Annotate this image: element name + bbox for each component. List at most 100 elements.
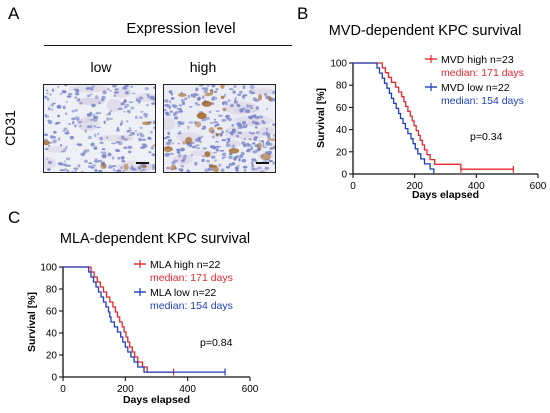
stained-nucleus [250,114,256,118]
stained-nucleus [60,144,63,147]
stained-nucleus [214,124,217,128]
stained-nucleus [77,98,81,102]
stained-nucleus [61,90,67,94]
tissue-fiber [249,88,275,96]
stained-nucleus [250,161,254,165]
stained-nucleus [90,166,95,169]
y-tick-label: 60 [336,103,348,114]
stained-nucleus [57,85,60,88]
stained-nucleus [197,136,203,139]
legend-median: median: 171 days [441,67,524,79]
stained-nucleus [247,148,253,151]
stained-nucleus [166,166,170,170]
stained-nucleus [151,102,155,105]
stained-nucleus [211,85,216,88]
x-tick-label: 600 [530,181,547,192]
stained-nucleus [75,93,80,96]
expression-level-header: Expression level [126,20,236,37]
stained-nucleus [47,115,50,118]
header-divider [44,45,292,46]
stained-nucleus [72,120,75,125]
stained-nucleus [210,155,215,159]
panel-a-letter: A [8,4,20,23]
stained-nucleus [254,116,260,120]
stained-nucleus [182,121,185,124]
stained-nucleus [76,143,79,145]
stained-nucleus [234,166,239,171]
stained-nucleus [202,158,205,162]
stained-nucleus [265,131,269,135]
stained-nucleus [109,89,112,92]
stained-nucleus [123,110,126,113]
stained-nucleus [94,158,98,160]
stained-nucleus [124,91,128,95]
stained-nucleus [269,147,273,150]
stained-nucleus [112,168,116,172]
stained-nucleus [114,149,120,152]
stained-nucleus [65,157,71,161]
stained-nucleus [91,164,97,167]
stained-nucleus [127,129,133,132]
cd31-stained-vessel [152,144,155,147]
stained-nucleus [86,125,90,129]
stained-nucleus [242,85,246,90]
stained-nucleus [141,138,147,142]
stained-nucleus [94,169,98,172]
stained-nucleus [50,103,55,107]
stained-nucleus [107,152,112,157]
stained-nucleus [203,91,209,93]
stained-nucleus [92,103,95,108]
legend-series-name: MVD high n=23 [441,54,514,66]
cd31-stained-vessel [220,85,225,89]
stained-nucleus [215,148,219,152]
p-value: p=0.34 [470,131,503,143]
scale-bar-low [136,162,149,164]
cd31-stained-vessel [228,148,240,154]
stained-nucleus [181,159,186,163]
stained-nucleus [215,140,219,143]
y-tick-label: 20 [336,147,348,158]
stained-nucleus [176,107,183,111]
stained-nucleus [149,95,155,100]
stained-nucleus [253,137,258,141]
stained-nucleus [167,139,172,143]
x-tick-label: 200 [117,384,134,395]
stained-nucleus [169,152,175,155]
stained-nucleus [178,109,183,113]
stained-nucleus [125,120,129,123]
stained-nucleus [137,99,141,104]
stained-nucleus [249,172,252,173]
x-tick-label: 400 [468,181,485,192]
stained-nucleus [123,106,128,109]
stained-nucleus [176,151,180,154]
stained-nucleus [138,116,143,119]
survival-curve-low [63,266,226,373]
stained-nucleus [74,170,77,172]
stained-nucleus [215,110,220,112]
stained-nucleus [140,146,143,149]
stained-nucleus [209,122,215,124]
stained-nucleus [99,141,104,145]
stained-nucleus [131,92,136,95]
stained-nucleus [177,142,181,145]
stained-nucleus [164,109,167,111]
micrograph-low-texture [44,85,155,172]
stained-nucleus [194,102,198,105]
stained-nucleus [248,105,253,107]
stained-nucleus [231,123,235,127]
cd31-stained-vessel [267,138,275,141]
chart-title: MLA-dependent KPC survival [60,231,250,247]
stained-nucleus [211,97,215,101]
cd31-stained-vessel [212,166,219,172]
stained-nucleus [66,164,71,167]
stained-nucleus [63,127,68,131]
stained-nucleus [47,160,53,165]
stained-nucleus [111,142,117,145]
stained-nucleus [221,152,227,157]
stained-nucleus [112,85,117,88]
stained-nucleus [251,120,257,125]
stained-nucleus [99,137,103,141]
stained-nucleus [89,93,93,96]
stained-nucleus [202,147,207,150]
stained-nucleus [212,135,215,139]
